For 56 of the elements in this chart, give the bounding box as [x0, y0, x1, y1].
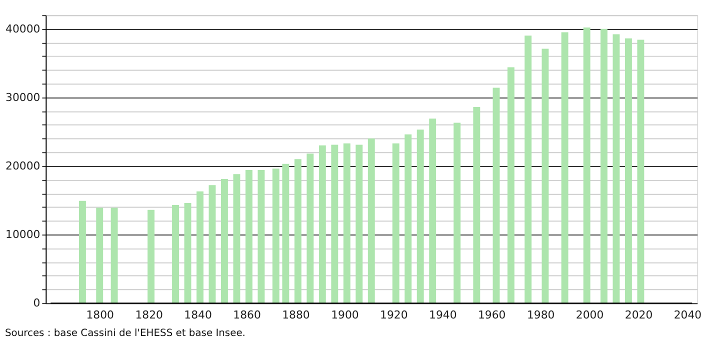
- x-tick-label: 1980: [526, 308, 555, 322]
- bar: [454, 122, 461, 304]
- bar: [294, 159, 302, 304]
- source-note: Sources : base Cassini de l'EHESS et base Insee.: [4, 328, 246, 339]
- bar: [96, 208, 104, 304]
- bar: [404, 134, 412, 304]
- bar: [331, 144, 338, 304]
- x-tick-label: 1800: [86, 308, 114, 322]
- bar: [524, 36, 532, 304]
- bar: [492, 88, 500, 304]
- y-tick-label: 10000: [6, 228, 40, 241]
- bar: [184, 202, 192, 304]
- bar: [507, 67, 514, 304]
- bar: [416, 130, 424, 304]
- x-tick-label: 2020: [624, 308, 653, 322]
- bar: [148, 210, 155, 304]
- bar: [429, 118, 436, 304]
- bar: [196, 191, 204, 304]
- bar: [245, 170, 252, 304]
- x-tick-label: 1880: [282, 308, 310, 322]
- x-tick-label: 1960: [478, 308, 506, 322]
- bar: [282, 164, 290, 304]
- bar: [542, 48, 549, 304]
- bar: [392, 143, 400, 304]
- bar: [110, 208, 118, 304]
- bar: [221, 178, 228, 304]
- bar: [258, 170, 265, 304]
- bar: [272, 168, 280, 304]
- x-tick-label: 1860: [233, 308, 261, 322]
- bar: [624, 38, 632, 304]
- bar: [343, 143, 350, 304]
- bar: [233, 174, 240, 304]
- bar: [612, 34, 620, 304]
- x-tick-label: 1820: [135, 308, 164, 322]
- bar: [561, 32, 568, 304]
- bar: [356, 144, 363, 304]
- x-tick-label: 1840: [184, 308, 212, 322]
- x-tick-label: 1920: [380, 308, 408, 322]
- bar: [78, 200, 86, 304]
- bar: [600, 28, 608, 304]
- y-tick-label: 20000: [6, 159, 40, 172]
- bar: [172, 205, 179, 304]
- y-tick-label: 30000: [6, 90, 40, 104]
- bar: [637, 40, 644, 304]
- y-tick-label: 40000: [6, 22, 40, 36]
- bar: [473, 106, 480, 304]
- bar: [583, 27, 590, 304]
- bar: [368, 138, 375, 304]
- x-tick-label: 1940: [429, 308, 457, 322]
- bar: [208, 185, 216, 304]
- bar: [318, 145, 326, 304]
- bar: [306, 154, 314, 304]
- x-tick-label: 2000: [576, 308, 604, 322]
- y-tick-label: 0: [33, 296, 40, 310]
- x-tick-label: 2040: [674, 308, 702, 322]
- x-tick-label: 1900: [331, 308, 359, 322]
